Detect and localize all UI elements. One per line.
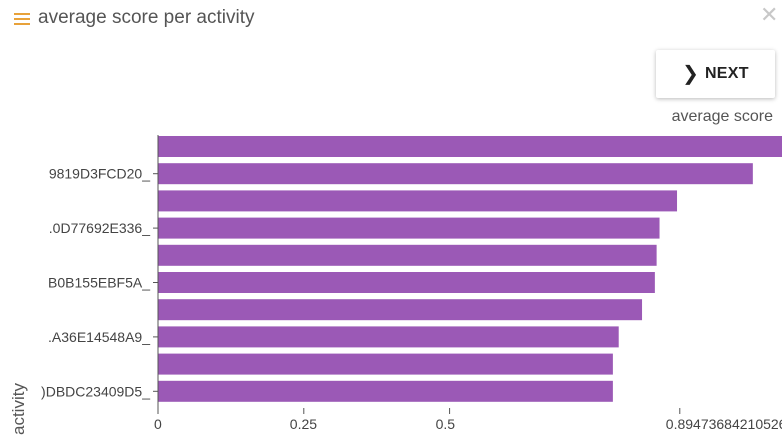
bar[interactable] <box>158 380 613 402</box>
bar[interactable] <box>158 190 678 212</box>
x-tick-label: 0 <box>154 416 162 432</box>
bar[interactable] <box>158 136 782 157</box>
y-tick-label: .0D77692E336_ <box>49 220 150 236</box>
y-tick-label: 9819D3FCD20_ <box>49 166 150 182</box>
x-axis-title: average score <box>672 108 773 125</box>
bar[interactable] <box>158 217 660 239</box>
next-button[interactable]: ❯ NEXT <box>656 50 775 98</box>
y-axis-title: activity <box>9 383 28 435</box>
close-icon[interactable]: ✕ <box>760 2 779 27</box>
x-tick-label: 0.25 <box>290 416 317 432</box>
hamburger-menu-icon[interactable] <box>14 12 30 26</box>
bar[interactable] <box>158 353 613 375</box>
bar[interactable] <box>158 163 753 185</box>
bar[interactable] <box>158 326 619 348</box>
x-tick-label: 0.8947368421052632 <box>666 416 782 432</box>
x-tick-label: 0.5 <box>436 416 456 432</box>
y-tick-label: .A36E14548A9_ <box>48 329 150 345</box>
y-tick-label: B0B155EBF5A_ <box>48 275 150 291</box>
chevron-right-icon: ❯ <box>682 63 699 85</box>
next-button-label: NEXT <box>704 65 749 82</box>
bar[interactable] <box>158 299 643 321</box>
chart-title: average score per activity <box>38 7 255 28</box>
bar[interactable] <box>158 272 655 293</box>
bar[interactable] <box>158 244 657 266</box>
y-tick-label: )DBDC23409D5_ <box>41 383 150 399</box>
